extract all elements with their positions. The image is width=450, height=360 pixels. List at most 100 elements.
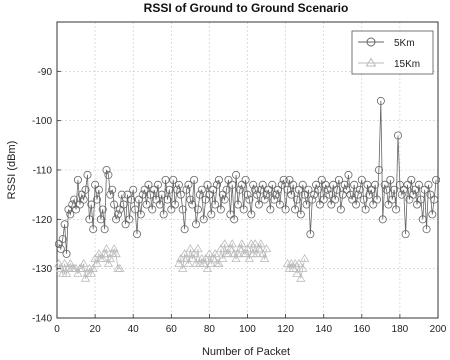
data-point-5Km — [407, 175, 416, 184]
data-point-5Km — [89, 225, 98, 234]
data-point-5Km — [384, 200, 393, 209]
data-point-5Km — [333, 185, 342, 194]
data-point-5Km — [213, 180, 222, 189]
series-line-5Km — [58, 100, 437, 254]
data-point-15Km — [204, 249, 215, 258]
data-point-5Km — [106, 190, 115, 199]
data-point-5Km — [163, 195, 172, 204]
data-point-5Km — [327, 200, 336, 209]
data-point-5Km — [386, 175, 395, 184]
data-point-15Km — [178, 263, 188, 272]
data-point-5Km — [176, 190, 185, 199]
data-point-5Km — [203, 180, 212, 189]
data-point-5Km — [334, 175, 343, 184]
data-point-15Km — [181, 254, 192, 263]
data-point-5Km — [373, 195, 382, 204]
data-point-5Km — [224, 175, 233, 184]
data-point-15Km — [233, 249, 243, 258]
data-point-5Km — [201, 195, 210, 204]
data-point-5Km — [376, 96, 385, 105]
data-point-15Km — [101, 244, 112, 253]
data-point-15Km — [86, 268, 96, 277]
data-point-15Km — [294, 258, 304, 267]
data-point-5Km — [308, 195, 317, 204]
data-point-5Km — [245, 195, 254, 204]
x-tick-label: 140 — [315, 324, 332, 335]
x-tick-label: 60 — [166, 324, 178, 335]
data-point-15Km — [198, 258, 209, 267]
x-tick-label: 0 — [54, 324, 60, 335]
data-point-5Km — [409, 190, 418, 199]
data-point-5Km — [58, 235, 67, 244]
data-point-5Km — [298, 180, 307, 189]
data-point-5Km — [306, 230, 315, 239]
data-point-5Km — [399, 185, 408, 194]
data-point-5Km — [348, 195, 357, 204]
data-point-5Km — [152, 195, 161, 204]
data-point-5Km — [390, 185, 399, 194]
data-point-5Km — [315, 200, 324, 209]
data-point-5Km — [300, 190, 309, 199]
data-point-5Km — [275, 200, 284, 209]
data-point-5Km — [321, 180, 330, 189]
data-point-5Km — [100, 225, 109, 234]
x-tick-label: 20 — [90, 324, 102, 335]
data-point-5Km — [397, 190, 406, 199]
data-point-5Km — [108, 185, 117, 194]
data-point-5Km — [365, 190, 374, 199]
data-point-15Km — [225, 244, 236, 253]
data-point-5Km — [289, 180, 298, 189]
data-point-5Km — [127, 195, 136, 204]
data-point-5Km — [117, 190, 126, 199]
data-point-5Km — [350, 180, 359, 189]
data-point-15Km — [296, 273, 306, 282]
data-point-5Km — [184, 180, 193, 189]
data-point-5Km — [167, 205, 176, 214]
data-point-15Km — [223, 249, 234, 258]
data-point-5Km — [294, 185, 303, 194]
data-point-5Km — [260, 195, 269, 204]
data-point-5Km — [113, 210, 122, 219]
data-point-5Km — [171, 200, 180, 209]
data-point-5Km — [374, 165, 383, 174]
data-point-15Km — [292, 268, 302, 277]
data-point-5Km — [319, 195, 328, 204]
data-point-5Km — [296, 210, 305, 219]
data-point-15Km — [256, 239, 266, 248]
data-point-5Km — [207, 210, 216, 219]
data-point-5Km — [211, 200, 220, 209]
legend-marker-5km — [366, 37, 376, 47]
data-point-5Km — [125, 215, 134, 224]
data-point-15Km — [109, 244, 119, 253]
data-point-5Km — [353, 190, 362, 199]
data-point-15Km — [187, 254, 197, 263]
data-point-15Km — [99, 249, 110, 258]
data-point-5Km — [140, 185, 149, 194]
data-point-15Km — [88, 263, 98, 272]
data-point-5Km — [416, 195, 425, 204]
data-point-5Km — [133, 230, 142, 239]
data-point-15Km — [235, 244, 245, 253]
data-point-5Km — [119, 200, 128, 209]
y-tick-label: -100 — [32, 116, 52, 127]
data-point-5Km — [123, 190, 132, 199]
data-point-5Km — [363, 180, 372, 189]
data-point-5Km — [93, 195, 102, 204]
data-point-5Km — [77, 190, 86, 199]
data-point-15Km — [216, 244, 226, 253]
data-point-5Km — [188, 200, 197, 209]
data-point-15Km — [231, 254, 241, 263]
data-point-5Km — [304, 185, 313, 194]
data-point-15Km — [206, 258, 217, 267]
data-point-5Km — [357, 175, 366, 184]
data-point-5Km — [430, 195, 439, 204]
data-point-5Km — [195, 190, 204, 199]
data-point-5Km — [150, 185, 159, 194]
data-point-5Km — [336, 205, 345, 214]
data-point-5Km — [432, 175, 441, 184]
data-point-5Km — [96, 215, 105, 224]
data-point-5Km — [243, 190, 252, 199]
data-point-5Km — [73, 175, 82, 184]
data-point-5Km — [428, 210, 437, 219]
